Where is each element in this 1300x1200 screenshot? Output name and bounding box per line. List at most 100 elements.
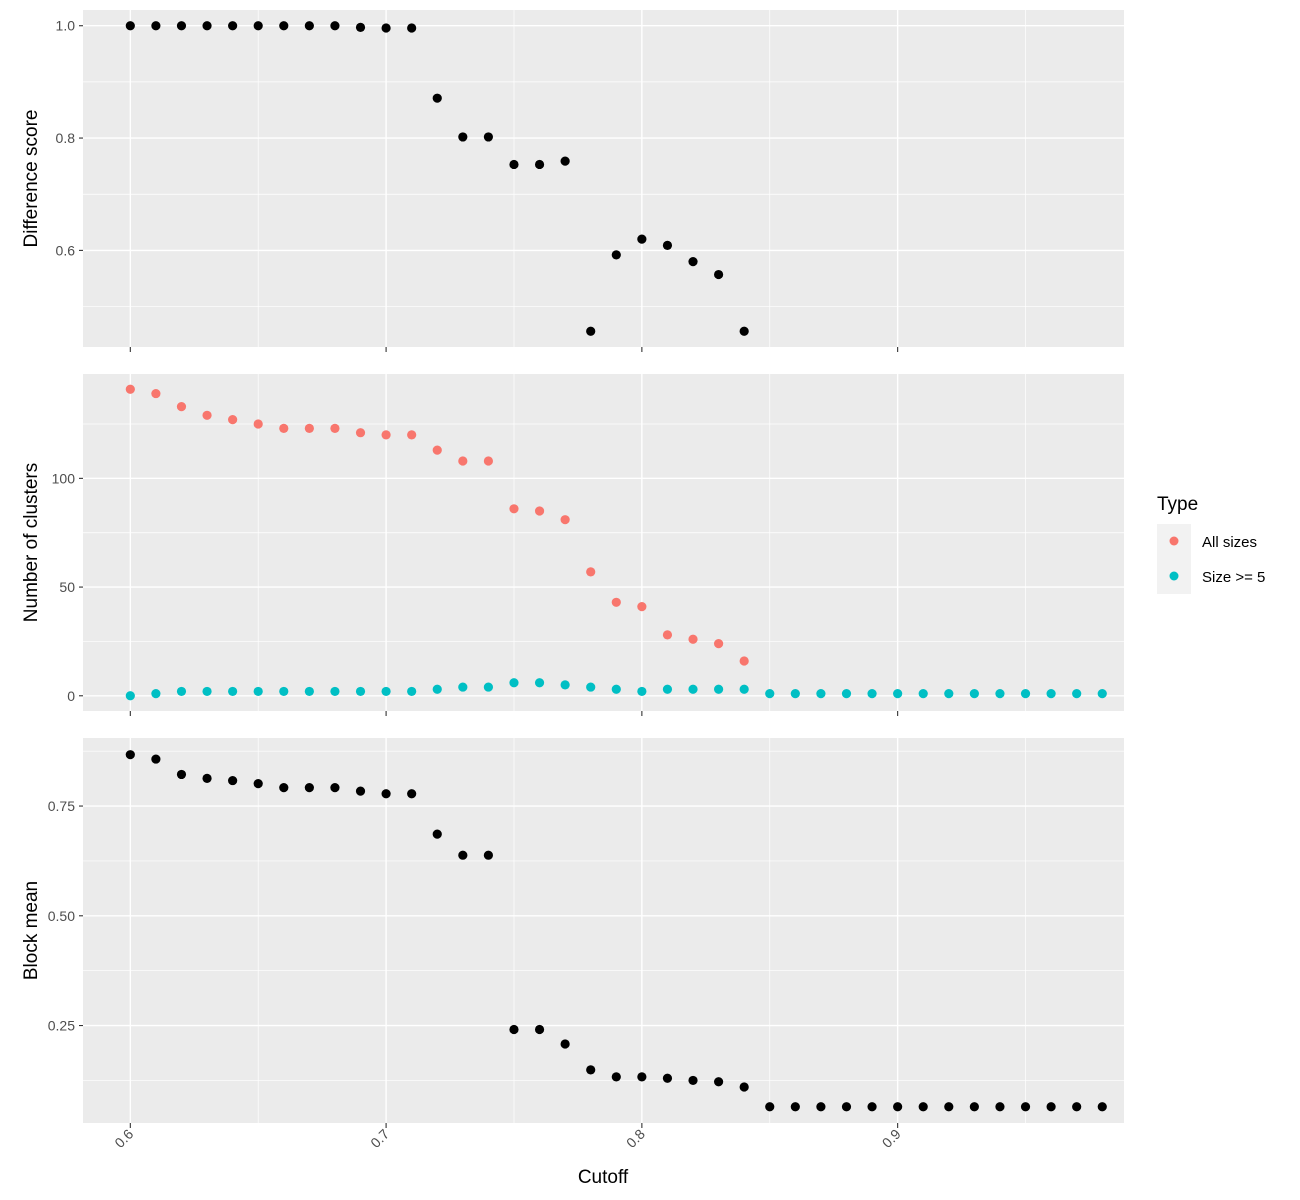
data-point-size-5 [228, 686, 238, 697]
data-point-block-mean [279, 783, 289, 793]
data-point-block-mean [662, 1073, 673, 1083]
data-point-difference-score [432, 93, 442, 103]
data-point-difference-score [279, 21, 289, 31]
data-point-difference-score [381, 23, 391, 33]
data-point-block-mean [1072, 1102, 1082, 1112]
data-point-difference-score [637, 234, 647, 244]
y-tick-label: 0 [67, 688, 75, 704]
data-point-all-sizes [713, 639, 724, 649]
x-axis-title: Cutoff [578, 1167, 629, 1188]
data-point-all-sizes [611, 597, 621, 607]
panels: 0.6 0.8 1.0 Difference score 0 50 100 Number of… [21, 10, 1124, 1151]
data-point-all-sizes [176, 402, 187, 412]
data-point-difference-score [509, 159, 519, 170]
data-point-block-mean [688, 1075, 698, 1086]
data-point-difference-score [688, 257, 698, 267]
y-tick-label: 100 [52, 470, 76, 486]
data-point-difference-score [458, 132, 468, 142]
data-point-all-sizes [560, 515, 570, 525]
data-point-block-mean [560, 1039, 570, 1049]
data-point-size-5 [790, 689, 800, 699]
y-tick-label: 0.6 [56, 242, 76, 258]
y-tick-label: 1.0 [56, 18, 76, 34]
data-point-size-5 [918, 689, 928, 699]
data-point-block-mean [790, 1102, 800, 1112]
data-point-block-mean [765, 1102, 775, 1112]
data-point-block-mean [893, 1102, 903, 1112]
y-tick-label: 50 [59, 579, 75, 595]
data-point-all-sizes [202, 410, 212, 420]
data-point-difference-score [176, 21, 187, 31]
panel-difference-score: 0.6 0.8 1.0 Difference score [21, 10, 1124, 352]
data-point-block-mean [534, 1024, 545, 1035]
data-point-block-mean [355, 786, 366, 796]
y-tick-label: 0.8 [56, 130, 76, 146]
data-point-block-mean [739, 1082, 749, 1092]
data-point-all-sizes [381, 430, 391, 440]
data-point-difference-score [125, 21, 135, 31]
data-point-all-sizes [407, 430, 417, 440]
data-point-size-5 [611, 684, 621, 694]
data-point-size-5 [279, 686, 289, 697]
y-axis-title-block-mean: Block mean [21, 881, 42, 980]
data-point-block-mean [816, 1102, 826, 1112]
data-point-all-sizes [509, 504, 519, 514]
data-point-size-5 [534, 678, 545, 688]
panel-background [83, 738, 1124, 1123]
data-point-all-sizes [662, 630, 673, 640]
data-point-size-5 [1046, 689, 1056, 699]
data-point-size-5 [407, 686, 417, 697]
data-point-block-mean [228, 775, 238, 786]
data-point-block-mean [381, 789, 391, 799]
data-point-block-mean [969, 1102, 979, 1112]
data-point-difference-score [151, 21, 161, 31]
data-point-all-sizes [304, 423, 314, 433]
data-point-all-sizes [534, 506, 545, 516]
data-point-size-5 [432, 684, 442, 694]
data-point-all-sizes [355, 428, 366, 438]
data-point-difference-score [739, 326, 749, 336]
data-point-block-mean [125, 750, 135, 760]
data-point-block-mean [407, 789, 417, 799]
data-point-size-5 [816, 689, 826, 699]
legend-label-all-sizes: All sizes [1202, 534, 1257, 551]
y-tick-label: 0.25 [48, 1018, 75, 1034]
data-point-size-5 [713, 684, 724, 694]
legend-label-size-ge-5: Size >= 5 [1202, 569, 1265, 586]
data-point-size-5 [841, 689, 852, 699]
x-tick-label: 0.9 [879, 1126, 904, 1151]
data-point-difference-score [330, 21, 340, 31]
data-point-size-5 [893, 689, 903, 699]
data-point-size-5 [202, 686, 212, 697]
data-point-size-5 [688, 684, 698, 694]
data-point-block-mean [458, 850, 468, 860]
data-point-size-5 [151, 689, 161, 699]
panel-background [83, 374, 1124, 711]
y-axis-title-difference-score: Difference score [21, 110, 42, 248]
data-point-block-mean [1020, 1102, 1031, 1112]
data-point-size-5 [330, 686, 340, 697]
data-point-size-5 [1020, 689, 1031, 699]
data-point-block-mean [995, 1102, 1005, 1112]
legend-title: Type [1157, 494, 1198, 515]
data-point-difference-score [611, 250, 621, 260]
y-tick-label: 0.50 [48, 908, 75, 924]
data-point-difference-score [304, 21, 314, 31]
data-point-all-sizes [483, 456, 494, 466]
data-point-block-mean [611, 1072, 621, 1082]
data-point-size-5 [253, 686, 263, 697]
data-point-size-5 [560, 680, 570, 690]
data-point-all-sizes [330, 423, 340, 433]
data-point-block-mean [1046, 1102, 1056, 1112]
data-point-all-sizes [688, 634, 698, 644]
data-point-size-5 [381, 686, 391, 697]
data-point-size-5 [739, 684, 749, 694]
data-point-size-5 [1072, 689, 1082, 699]
data-point-block-mean [151, 754, 161, 764]
data-point-block-mean [1097, 1102, 1107, 1112]
data-point-size-5 [765, 689, 775, 699]
data-point-difference-score [586, 326, 596, 336]
data-point-block-mean [637, 1072, 647, 1082]
data-point-all-sizes [151, 388, 161, 399]
data-point-difference-score [713, 269, 724, 280]
